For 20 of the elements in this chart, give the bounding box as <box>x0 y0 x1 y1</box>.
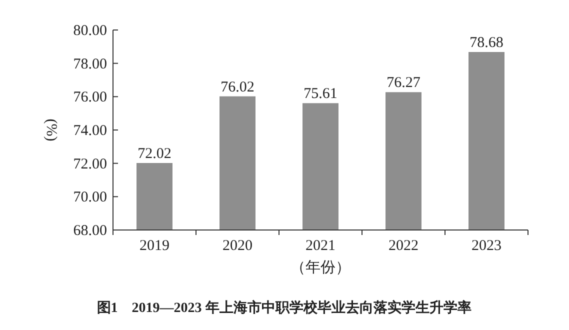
x-axis-title: （年份） <box>290 259 350 276</box>
x-tick-label: 2019 <box>140 238 170 254</box>
data-label: 76.27 <box>386 75 421 92</box>
y-tick-label: 72.00 <box>73 156 107 172</box>
x-tick-label: 2021 <box>306 238 336 254</box>
y-tick-label: 74.00 <box>73 123 107 139</box>
y-tick-label: 70.00 <box>73 190 107 206</box>
text: 图1 2019—2023 年上海市中职学校毕业去向落实学生升学率 <box>96 299 472 316</box>
data-label: 76.02 <box>220 79 254 96</box>
data-label: 72.02 <box>138 146 172 162</box>
x-tick-label: 2022 <box>388 238 418 254</box>
x-tick-label: 2023 <box>472 238 502 254</box>
y-axis-title: (%) <box>43 118 59 142</box>
y-tick-label: 78.00 <box>73 56 107 72</box>
y-tick-label: 80.00 <box>73 23 107 39</box>
data-label: 78.68 <box>470 35 504 51</box>
y-tick-label: 76.00 <box>73 90 107 106</box>
y-tick-label: 68.00 <box>73 223 107 239</box>
x-tick-label: 2020 <box>222 238 252 254</box>
data-label: 75.61 <box>304 86 338 102</box>
